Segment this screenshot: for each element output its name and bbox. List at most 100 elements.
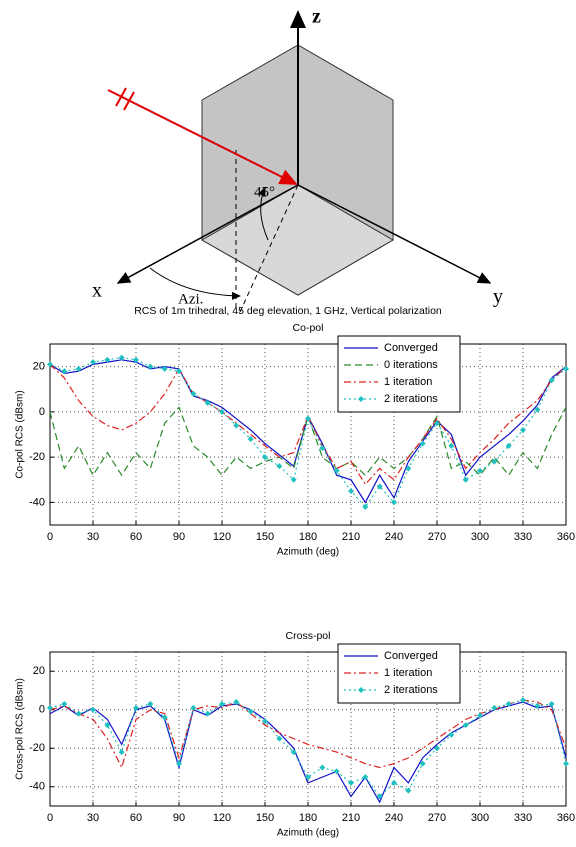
data-marker: [405, 787, 412, 794]
x-tick-label: 0: [47, 812, 53, 824]
data-marker: [61, 368, 68, 375]
y-axis-label: Cross-pol RCS (dBsm): [15, 678, 26, 780]
azimuth-arc: [149, 267, 241, 300]
data-marker: [333, 768, 340, 775]
data-marker: [362, 774, 369, 781]
data-marker: [520, 426, 526, 433]
data-marker: [276, 735, 283, 742]
data-marker: [434, 420, 440, 427]
legend-label: 2 iterations: [384, 684, 438, 696]
x-tick-label: 180: [299, 531, 317, 543]
data-marker: [462, 722, 469, 729]
data-marker: [47, 361, 53, 368]
data-marker: [319, 764, 326, 771]
data-marker: [548, 377, 555, 384]
data-marker: [247, 708, 254, 715]
data-marker: [75, 710, 82, 717]
data-marker: [47, 704, 53, 711]
data-marker: [448, 731, 455, 738]
data-marker: [233, 422, 240, 429]
data-marker: [176, 760, 182, 767]
data-marker: [262, 718, 268, 725]
angle-label: 45°: [254, 184, 275, 200]
x-tick-label: 240: [385, 531, 403, 543]
legend-marker: [358, 687, 364, 693]
data-marker: [305, 415, 311, 422]
y-axis-label: Co-pol RCS (dBsm): [15, 390, 26, 478]
x-tick-label: 30: [87, 812, 99, 824]
x-tick-label: 150: [256, 531, 274, 543]
incident-ray: [107, 89, 298, 185]
data-marker: [190, 704, 197, 711]
y-tick-label: -40: [29, 496, 45, 508]
x-tick-label: 240: [385, 812, 403, 824]
legend-label: Converged: [384, 650, 438, 662]
data-marker: [505, 700, 512, 707]
data-marker: [477, 467, 483, 474]
x-tick-label: 270: [428, 812, 446, 824]
x-tick-label: 210: [342, 531, 360, 543]
data-marker: [262, 454, 268, 461]
chart-title: Cross-pol: [286, 630, 331, 642]
x-tick-label: 60: [130, 812, 142, 824]
x-tick-label: 270: [428, 531, 446, 543]
x-axis-label: Azimuth (deg): [277, 547, 339, 558]
data-marker: [563, 760, 569, 767]
data-marker: [104, 356, 111, 363]
y-label: y: [493, 286, 503, 308]
data-marker: [348, 779, 354, 786]
x-tick-label: 120: [213, 812, 231, 824]
data-marker: [75, 365, 82, 372]
data-marker: [290, 476, 297, 483]
x-tick-label: 210: [342, 812, 360, 824]
data-marker: [90, 706, 96, 713]
data-marker: [176, 368, 182, 375]
trihedral-floor: [200, 184, 394, 296]
series-line: [49, 406, 567, 477]
legend-label: 1 iteration: [384, 376, 432, 388]
data-marker: [147, 700, 154, 707]
data-marker: [419, 440, 426, 447]
x-tick-label: 300: [471, 531, 489, 543]
x-tick-label: 330: [514, 531, 532, 543]
data-marker: [133, 356, 139, 363]
x-tick-label: 120: [213, 531, 231, 543]
data-marker: [505, 442, 512, 449]
data-marker: [419, 760, 426, 767]
x-axis: [116, 184, 299, 284]
data-marker: [204, 710, 211, 717]
data-marker: [118, 749, 125, 756]
plot-frame: [49, 343, 567, 526]
azimuth-label: Azi.: [178, 291, 203, 307]
data-marker: [348, 488, 354, 495]
y-tick-label: -20: [29, 451, 45, 463]
data-marker: [118, 354, 125, 361]
x-tick-label: 360: [557, 531, 575, 543]
data-marker: [434, 745, 440, 752]
data-marker: [405, 465, 412, 472]
y-tick-label: 0: [39, 406, 45, 418]
x-tick-label: 180: [299, 812, 317, 824]
trihedral-diagram: z x y 45° Azi.: [92, 6, 503, 313]
data-marker: [219, 700, 225, 707]
y-tick-label: 20: [33, 361, 45, 373]
x-tick-label: 90: [173, 812, 185, 824]
y-tick-label: 0: [39, 704, 45, 716]
data-marker: [219, 408, 225, 415]
x-axis-label: Azimuth (deg): [277, 828, 339, 839]
legend-marker: [358, 396, 364, 402]
figure-title: RCS of 1m trihedral, 45 deg elevation, 1…: [134, 305, 442, 317]
data-marker: [491, 704, 498, 711]
data-marker: [233, 699, 240, 706]
data-marker: [362, 503, 369, 510]
x-tick-label: 360: [557, 812, 575, 824]
data-marker: [104, 722, 111, 729]
data-marker: [563, 365, 569, 372]
data-marker: [534, 406, 541, 413]
x-tick-label: 0: [47, 531, 53, 543]
data-marker: [391, 779, 397, 786]
y-tick-label: -20: [29, 742, 45, 754]
x-tick-label: 60: [130, 531, 142, 543]
